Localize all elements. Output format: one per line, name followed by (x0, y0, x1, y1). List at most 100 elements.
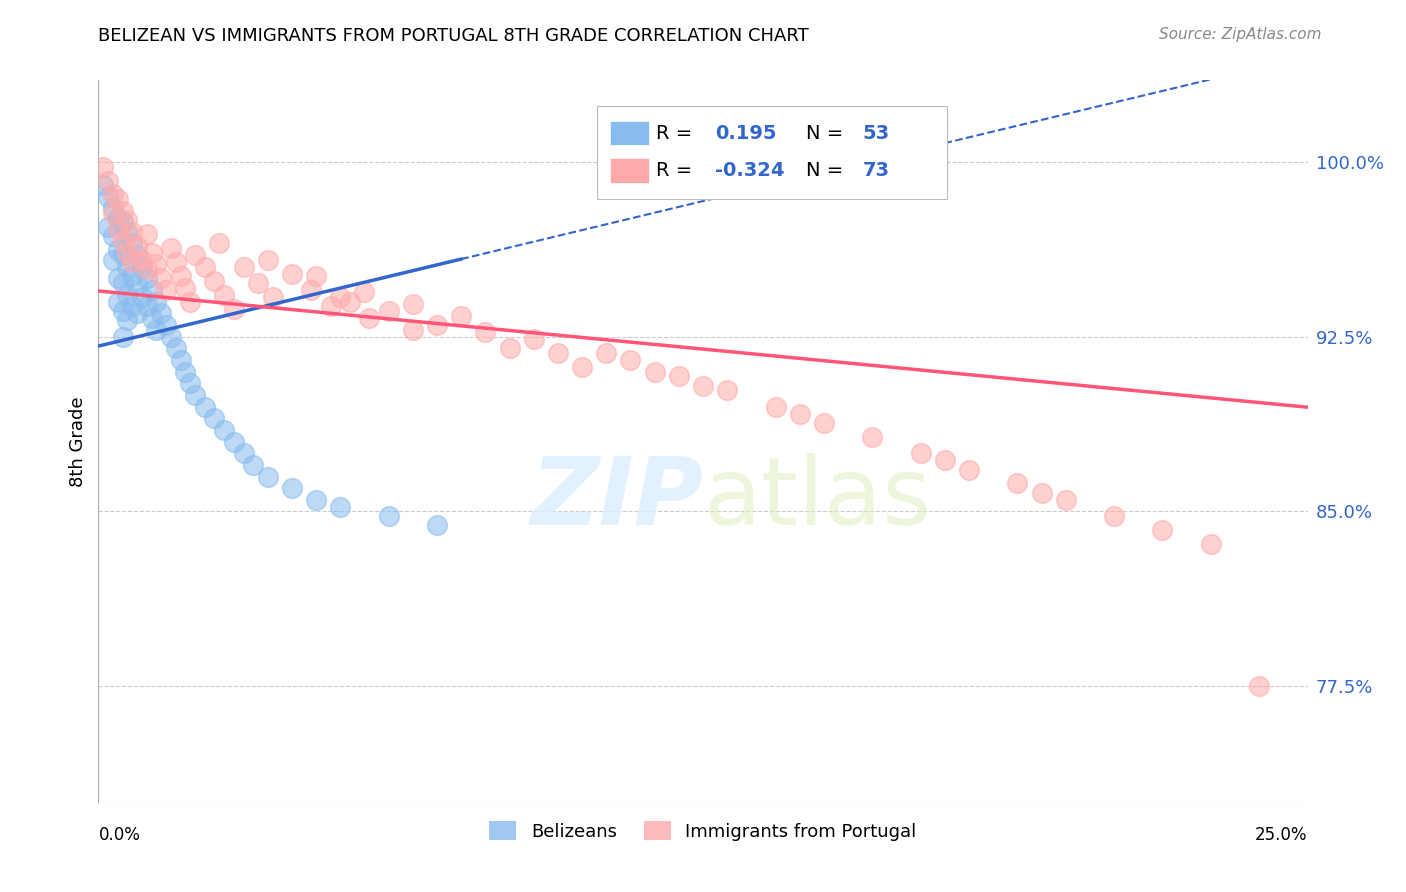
Point (127, 306, 149, 320)
Point (127, 278, 149, 293)
Point (305, 268, 328, 283)
Point (204, 411, 226, 425)
Point (523, 332, 546, 346)
Text: R =: R = (655, 123, 699, 143)
Point (145, 323, 167, 337)
Point (101, 202, 124, 216)
Text: N =: N = (806, 161, 849, 180)
Point (377, 304, 399, 318)
Text: BELIZEAN VS IMMIGRANTS FROM PORTUGAL 8TH GRADE CORRELATION CHART: BELIZEAN VS IMMIGRANTS FROM PORTUGAL 8TH… (98, 27, 810, 45)
Point (184, 248, 207, 262)
Point (222, 434, 245, 449)
Point (402, 323, 425, 337)
Point (145, 294, 167, 309)
Point (117, 260, 139, 274)
Point (498, 341, 520, 355)
Point (107, 294, 129, 309)
Point (353, 285, 375, 300)
Point (179, 376, 201, 391)
Point (141, 245, 163, 260)
Point (571, 359, 593, 374)
Point (111, 234, 134, 248)
FancyBboxPatch shape (610, 120, 648, 145)
Point (256, 469, 278, 483)
Text: -0.324: -0.324 (716, 161, 785, 180)
Text: R =: R = (655, 161, 699, 180)
Point (474, 325, 496, 339)
Point (319, 299, 342, 313)
Point (145, 257, 167, 271)
Point (716, 384, 738, 398)
Point (121, 236, 143, 251)
Point (107, 222, 129, 236)
Point (127, 239, 149, 253)
Point (127, 248, 149, 262)
Point (169, 353, 191, 368)
Text: 0.0%: 0.0% (98, 826, 141, 844)
Point (117, 313, 139, 327)
Point (1199, 537, 1222, 551)
Point (135, 262, 157, 277)
Point (117, 245, 139, 260)
Point (329, 500, 352, 514)
Point (131, 290, 153, 304)
Point (111, 248, 134, 262)
Point (1007, 476, 1029, 491)
Point (141, 311, 163, 326)
Point (426, 518, 449, 533)
Point (101, 187, 124, 202)
Point (165, 255, 187, 269)
Point (359, 311, 381, 326)
Legend: Belizeans, Immigrants from Portugal: Belizeans, Immigrants from Portugal (482, 814, 924, 848)
Point (174, 281, 197, 295)
Point (184, 388, 207, 402)
Point (1031, 485, 1053, 500)
Point (281, 267, 304, 281)
Point (174, 365, 197, 379)
Text: N =: N = (806, 123, 849, 143)
Point (668, 369, 690, 384)
Point (131, 252, 153, 267)
Text: atlas: atlas (703, 453, 931, 545)
Point (765, 400, 787, 414)
Point (1249, 679, 1271, 693)
Point (232, 446, 254, 460)
Point (692, 378, 714, 392)
Point (150, 271, 173, 285)
Point (402, 297, 425, 311)
Point (644, 365, 666, 379)
Point (135, 271, 157, 285)
Point (204, 274, 226, 288)
Point (262, 290, 284, 304)
Point (194, 400, 217, 414)
Point (247, 276, 270, 290)
Point (97, 220, 120, 235)
Point (957, 462, 980, 476)
Point (121, 268, 143, 283)
Point (117, 225, 139, 239)
Point (111, 304, 134, 318)
Point (97, 190, 120, 204)
Point (135, 299, 157, 313)
Point (111, 215, 134, 229)
Point (194, 260, 217, 274)
Point (450, 309, 472, 323)
Point (111, 203, 134, 218)
Point (256, 252, 278, 267)
Point (91, 178, 114, 193)
Point (160, 241, 183, 255)
Point (155, 283, 177, 297)
Point (1102, 509, 1125, 524)
Point (212, 287, 235, 301)
Point (789, 407, 811, 421)
Point (232, 260, 254, 274)
Point (97, 173, 120, 187)
Text: 53: 53 (863, 123, 890, 143)
Point (305, 492, 328, 507)
Point (212, 423, 235, 437)
Point (934, 453, 956, 467)
Point (208, 236, 231, 251)
Point (131, 260, 153, 274)
Point (619, 353, 641, 368)
Point (101, 206, 124, 220)
